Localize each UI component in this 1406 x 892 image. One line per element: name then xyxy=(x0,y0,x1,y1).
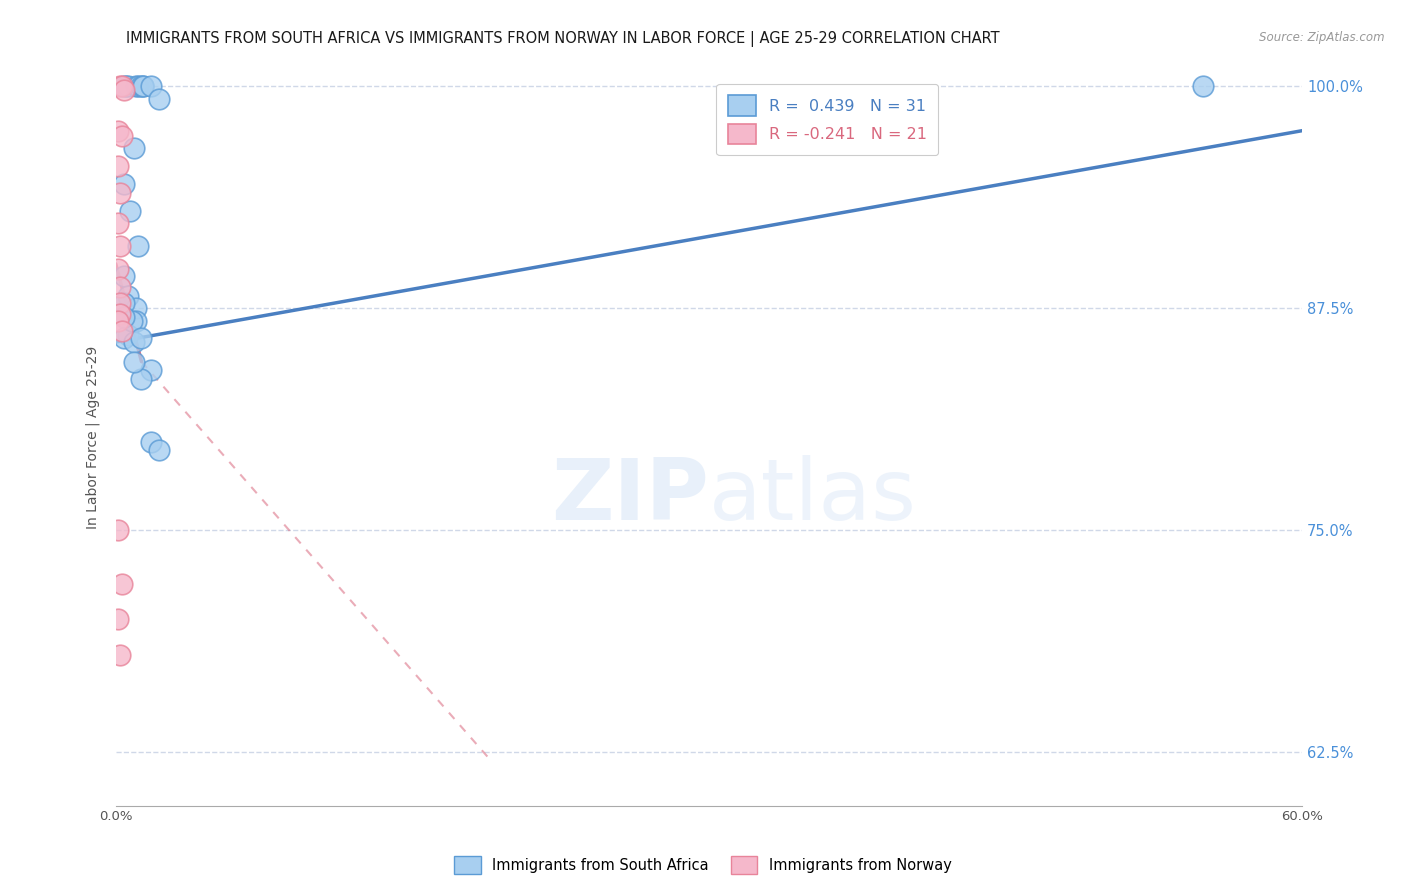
Point xyxy=(108,296,131,310)
Point xyxy=(111,79,134,94)
Point xyxy=(108,648,131,662)
Point xyxy=(112,331,135,345)
Text: Source: ZipAtlas.com: Source: ZipAtlas.com xyxy=(1260,31,1385,45)
Point xyxy=(122,141,145,155)
Point xyxy=(117,79,139,94)
Y-axis label: In Labor Force | Age 25-29: In Labor Force | Age 25-29 xyxy=(86,345,100,529)
Point xyxy=(131,331,153,345)
Point xyxy=(111,128,134,143)
Point xyxy=(132,79,155,94)
Point xyxy=(108,834,131,848)
Point xyxy=(107,216,129,230)
Point xyxy=(122,354,145,368)
Point xyxy=(107,159,129,173)
Text: ZIP: ZIP xyxy=(551,455,709,538)
Point xyxy=(107,524,129,538)
Legend: Immigrants from South Africa, Immigrants from Norway: Immigrants from South Africa, Immigrants… xyxy=(449,850,957,880)
Point xyxy=(108,186,131,200)
Point xyxy=(108,79,131,94)
Point xyxy=(1192,79,1215,94)
Point xyxy=(117,327,139,342)
Legend: R =  0.439   N = 31, R = -0.241   N = 21: R = 0.439 N = 31, R = -0.241 N = 21 xyxy=(717,84,938,155)
Text: atlas: atlas xyxy=(709,455,917,538)
Point xyxy=(111,576,134,591)
Point xyxy=(117,289,139,303)
Point xyxy=(141,434,163,449)
Point xyxy=(148,92,170,106)
Point xyxy=(131,372,153,386)
Point xyxy=(148,443,170,458)
Point xyxy=(141,79,163,94)
Point xyxy=(108,307,131,321)
Point xyxy=(107,124,129,138)
Point xyxy=(112,310,135,325)
Point xyxy=(107,612,129,626)
Point xyxy=(107,262,129,277)
Point xyxy=(118,203,141,218)
Point xyxy=(108,239,131,253)
Point xyxy=(124,79,146,94)
Point xyxy=(122,334,145,349)
Point xyxy=(112,177,135,191)
Text: IMMIGRANTS FROM SOUTH AFRICA VS IMMIGRANTS FROM NORWAY IN LABOR FORCE | AGE 25-2: IMMIGRANTS FROM SOUTH AFRICA VS IMMIGRAN… xyxy=(125,31,1000,47)
Point xyxy=(107,314,129,328)
Point xyxy=(112,79,135,94)
Point xyxy=(112,269,135,284)
Point xyxy=(112,83,135,97)
Point xyxy=(124,314,146,328)
Point xyxy=(127,239,149,253)
Point xyxy=(124,301,146,316)
Point xyxy=(112,296,135,310)
Point xyxy=(121,314,143,328)
Point xyxy=(132,79,155,94)
Point xyxy=(108,280,131,294)
Point xyxy=(127,79,149,94)
Point xyxy=(114,79,136,94)
Point xyxy=(131,79,153,94)
Point xyxy=(141,363,163,377)
Point xyxy=(111,325,134,339)
